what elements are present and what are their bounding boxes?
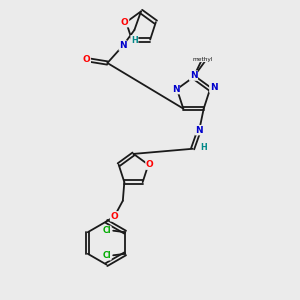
Text: Cl: Cl	[102, 226, 111, 235]
Text: methyl: methyl	[192, 57, 213, 62]
Text: H: H	[131, 36, 138, 45]
Text: N: N	[210, 83, 218, 92]
Text: N: N	[119, 41, 127, 50]
Text: N: N	[190, 71, 197, 80]
Text: H: H	[201, 143, 207, 152]
Text: N: N	[195, 126, 203, 135]
Text: N: N	[172, 85, 179, 94]
Text: O: O	[146, 160, 154, 169]
Text: O: O	[111, 212, 118, 221]
Text: O: O	[121, 18, 128, 27]
Text: Cl: Cl	[102, 251, 111, 260]
Text: O: O	[82, 56, 90, 64]
